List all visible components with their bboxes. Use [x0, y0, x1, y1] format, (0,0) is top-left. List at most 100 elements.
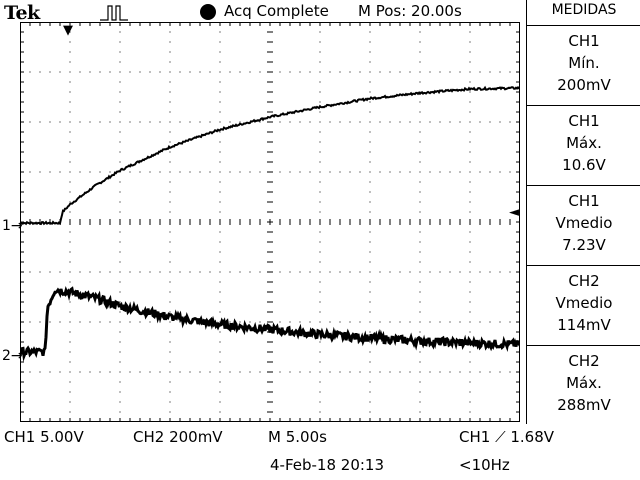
grid-dot	[369, 351, 371, 353]
grid-dot	[259, 71, 261, 73]
grid-dot	[119, 281, 121, 283]
grid-dot	[209, 371, 211, 373]
grid-dot	[169, 281, 171, 283]
grid-dot	[309, 121, 311, 123]
grid-dot	[419, 201, 421, 203]
grid-dot	[469, 261, 471, 263]
grid-dot	[349, 171, 351, 173]
measurement-channel: CH1	[568, 112, 600, 130]
grid-dot	[259, 121, 261, 123]
grid-dot	[239, 71, 241, 73]
grid-dot	[409, 371, 411, 373]
grid-dot	[369, 331, 371, 333]
grid-dot	[169, 121, 171, 123]
measurement-5[interactable]: CH2 Máx. 288mV	[527, 345, 640, 424]
grid-dot	[249, 271, 251, 273]
grid-dot	[419, 151, 421, 153]
grid-dot	[69, 31, 71, 33]
grid-dot	[219, 331, 221, 333]
grid-dot	[499, 371, 501, 373]
grid-dot	[69, 201, 71, 203]
grid-dot	[429, 321, 431, 323]
grid-dot	[419, 311, 421, 313]
grid-dot	[219, 81, 221, 83]
grid-dot	[369, 91, 371, 93]
grid-dot	[169, 371, 171, 373]
grid-dot	[439, 321, 441, 323]
grid-dot	[279, 321, 281, 323]
grid-dot	[319, 291, 321, 293]
grid-dot	[139, 321, 141, 323]
grid-dot	[169, 401, 171, 403]
grid-dot	[419, 161, 421, 163]
grid-dot	[169, 151, 171, 153]
grid-dot	[409, 71, 411, 73]
measurement-3[interactable]: CH1 Vmedio 7.23V	[527, 185, 640, 265]
measurement-2[interactable]: CH1 Máx. 10.6V	[527, 105, 640, 185]
grid-dot	[419, 271, 421, 273]
grid-dot	[109, 271, 111, 273]
grid-dot	[29, 171, 31, 173]
grid-dot	[419, 371, 421, 373]
grid-dot	[49, 71, 51, 73]
grid-dot	[159, 371, 161, 373]
grid-dot	[169, 131, 171, 133]
grid-dot	[449, 171, 451, 173]
grid-dot	[319, 31, 321, 33]
grid-dot	[369, 201, 371, 203]
measurement-1[interactable]: CH1 Mín. 200mV	[527, 25, 640, 105]
grid-dot	[319, 351, 321, 353]
grid-dot	[259, 271, 261, 273]
grid-dot	[319, 91, 321, 93]
grid-dot	[309, 71, 311, 73]
grid-dot	[289, 71, 291, 73]
grid-dot	[219, 351, 221, 353]
grid-dot	[69, 181, 71, 183]
trigger-setting: CH1 ⟋ 1.68V	[459, 428, 554, 446]
grid-dot	[299, 121, 301, 123]
panel-title[interactable]: MEDIDAS	[551, 2, 617, 18]
grid-dot	[209, 71, 211, 73]
grid-dot	[349, 271, 351, 273]
grid-dot	[289, 121, 291, 123]
measurement-value: 200mV	[557, 76, 611, 94]
tek-brand-logo: Tek	[4, 2, 40, 24]
grid-dot	[439, 71, 441, 73]
grid-dot	[199, 371, 201, 373]
grid-dot	[339, 71, 341, 73]
grid-dot	[179, 271, 181, 273]
grid-dot	[419, 261, 421, 263]
grid-dot	[419, 211, 421, 213]
grid-dot	[169, 261, 171, 263]
grid-dot	[189, 71, 191, 73]
grid-dot	[489, 371, 491, 373]
grid-dot	[169, 351, 171, 353]
grid-dot	[279, 271, 281, 273]
grid-dot	[69, 381, 71, 383]
grid-dot	[119, 181, 121, 183]
grid-dot	[79, 121, 81, 123]
grid-dot	[359, 371, 361, 373]
grid-dot	[169, 51, 171, 53]
grid-dot	[329, 171, 331, 173]
grid-dot	[369, 301, 371, 303]
grid-dot	[369, 271, 371, 273]
grid-dot	[309, 371, 311, 373]
grid-dot	[119, 211, 121, 213]
grid-dot	[69, 171, 71, 173]
grid-dot	[479, 71, 481, 73]
grid-dot	[469, 151, 471, 153]
grid-dot	[139, 71, 141, 73]
grid-dot	[439, 271, 441, 273]
grid-dot	[119, 331, 121, 333]
grid-dot	[369, 151, 371, 153]
grid-dot	[369, 391, 371, 393]
grid-dot	[369, 61, 371, 63]
grid-dot	[279, 71, 281, 73]
measurement-4[interactable]: CH2 Vmedio 114mV	[527, 265, 640, 345]
grid-dot	[319, 171, 321, 173]
grid-dot	[419, 251, 421, 253]
grid-dot	[49, 271, 51, 273]
grid-dot	[219, 161, 221, 163]
grid-dot	[119, 91, 121, 93]
